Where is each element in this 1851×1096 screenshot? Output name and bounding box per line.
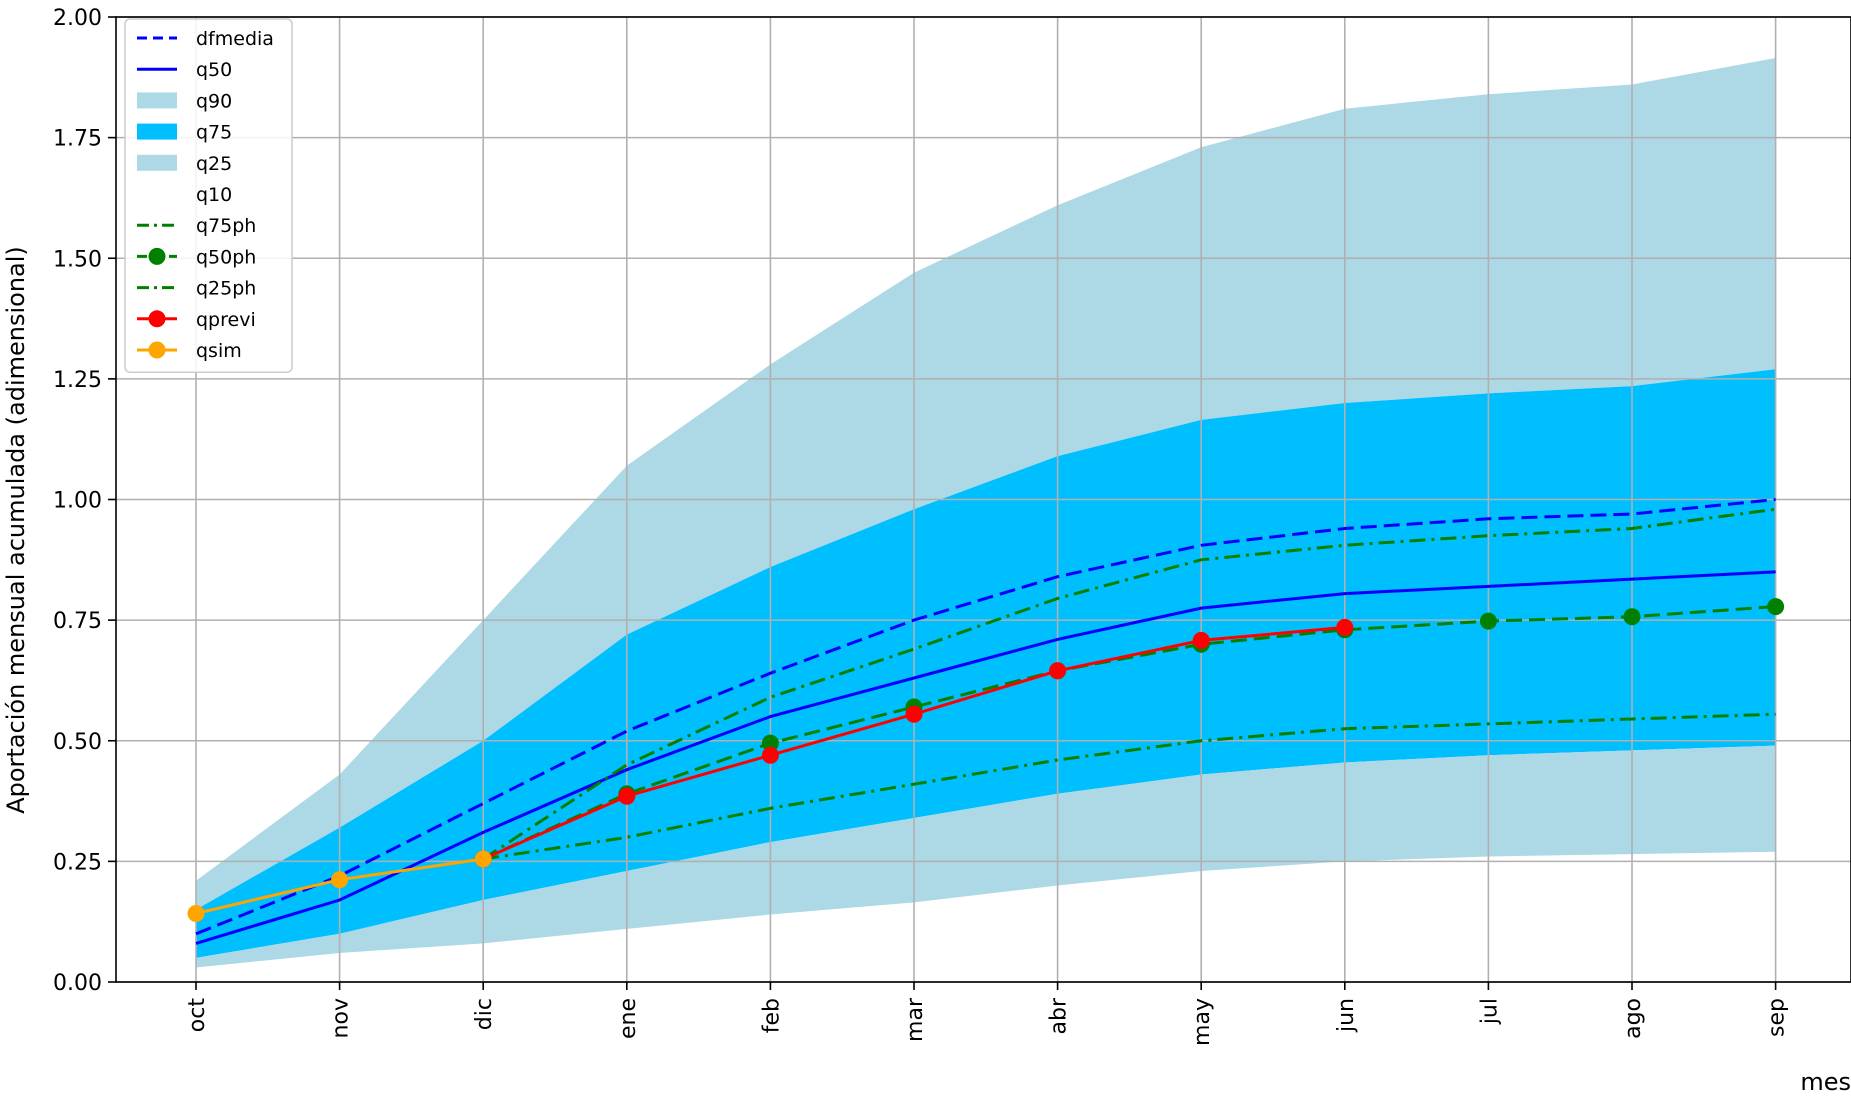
- legend-label: q90: [196, 90, 232, 112]
- x-tick-label: nov: [329, 998, 354, 1038]
- x-tick-label: ago: [1621, 998, 1646, 1039]
- x-tick-label: sep: [1765, 998, 1790, 1037]
- marker-q50ph: [1623, 608, 1641, 626]
- marker-qprevi: [905, 705, 923, 723]
- y-tick-label: 0.25: [53, 850, 102, 875]
- band-q90: [196, 58, 1776, 910]
- y-axis-label: Aportación mensual acumulada (adimension…: [2, 246, 30, 814]
- legend-label: q50ph: [196, 246, 256, 268]
- legend-label: qsim: [196, 340, 242, 362]
- series-q75ph: [482, 507, 1776, 861]
- legend-label: q25: [196, 153, 232, 175]
- bands-layer: [196, 58, 1776, 968]
- legend-label: q75: [196, 122, 232, 144]
- x-tick-label: abr: [1047, 997, 1072, 1034]
- legend-label: qprevi: [196, 309, 256, 331]
- legend-label: q25ph: [196, 278, 256, 300]
- marker-qsim: [187, 904, 205, 922]
- series-dfmedia: [195, 498, 1776, 936]
- marker-qprevi: [1192, 631, 1210, 649]
- marker-q50ph: [761, 734, 779, 752]
- series-q50: [195, 570, 1776, 945]
- series-q50ph: [482, 605, 1776, 861]
- x-tick-label: may: [1190, 998, 1215, 1046]
- x-tick-label: ene: [616, 998, 641, 1039]
- x-tick-label: jul: [1477, 998, 1502, 1025]
- series-layer: [187, 498, 1785, 945]
- legend-marker: [148, 247, 166, 265]
- marker-q50ph: [1479, 612, 1497, 630]
- legend: dfmedia q50 q90 q75 q25 q10 q75ph q50ph q25ph qpr…: [124, 18, 293, 373]
- marker-qprevi: [761, 746, 779, 764]
- legend-swatch: [137, 154, 177, 171]
- y-tick-label: 1.75: [53, 127, 102, 152]
- series-q25ph: [482, 712, 1776, 861]
- legend-label: dfmedia: [196, 28, 274, 50]
- y-tick-label: 0.75: [53, 609, 102, 634]
- x-tick-label: jun: [1334, 998, 1359, 1033]
- legend-label: q10: [196, 184, 232, 206]
- legend-label: q75ph: [196, 215, 256, 237]
- x-tick-label: mar: [903, 997, 928, 1042]
- ticks-layer: 0.00 0.25 0.50 0.75 1.00 1.25 1.50 1.75 2.00 oct n…: [53, 6, 1790, 1046]
- marker-qprevi: [1049, 662, 1067, 680]
- y-tick-label: 0.00: [53, 971, 102, 996]
- y-tick-label: 0.50: [53, 730, 102, 755]
- marker-qprevi: [618, 787, 636, 805]
- legend-marker: [148, 310, 166, 328]
- band-q25: [196, 745, 1776, 968]
- legend-marker: [148, 341, 166, 359]
- y-tick-label: 1.00: [53, 489, 102, 514]
- legend-swatch: [137, 123, 177, 140]
- x-tick-label: dic: [472, 998, 497, 1030]
- y-tick-label: 2.00: [53, 6, 102, 31]
- legend-swatch: [137, 92, 177, 109]
- marker-qprevi: [1336, 618, 1354, 636]
- x-tick-label: feb: [759, 998, 784, 1033]
- y-tick-label: 1.50: [53, 247, 102, 272]
- legend-swatch: [137, 186, 177, 202]
- y-tick-label: 1.25: [53, 368, 102, 393]
- marker-qsim: [331, 871, 349, 889]
- marker-qsim: [474, 850, 492, 868]
- x-axis-label: mes: [1800, 1068, 1851, 1096]
- x-tick-label: oct: [185, 998, 210, 1033]
- legend-label: q50: [196, 59, 232, 81]
- marker-q50ph: [1767, 598, 1785, 616]
